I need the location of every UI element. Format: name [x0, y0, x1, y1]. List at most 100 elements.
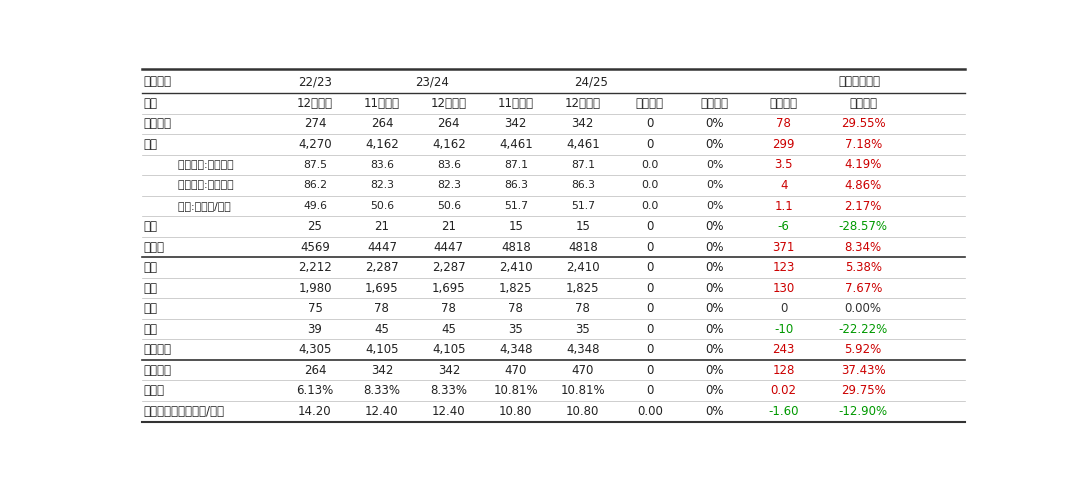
- Text: 15: 15: [576, 220, 591, 233]
- Text: 0%: 0%: [705, 220, 724, 233]
- Text: 12.40: 12.40: [432, 405, 465, 418]
- Text: 单位：百万蒲: 单位：百万蒲: [838, 76, 880, 89]
- Text: 0.0: 0.0: [642, 180, 659, 190]
- Text: 0%: 0%: [705, 138, 724, 151]
- Text: 总供给: 总供给: [144, 241, 164, 254]
- Text: 0: 0: [646, 364, 653, 377]
- Text: 10.80: 10.80: [499, 405, 532, 418]
- Text: 78: 78: [777, 118, 792, 131]
- Text: 0: 0: [646, 343, 653, 356]
- Text: 12月预估: 12月预估: [297, 97, 333, 110]
- Text: 342: 342: [571, 118, 594, 131]
- Text: 37.43%: 37.43%: [841, 364, 886, 377]
- Text: 4,105: 4,105: [365, 343, 399, 356]
- Text: 0%: 0%: [705, 118, 724, 131]
- Text: 10.81%: 10.81%: [494, 384, 538, 397]
- Text: 21: 21: [375, 220, 390, 233]
- Text: 0.00: 0.00: [637, 405, 663, 418]
- Text: 0%: 0%: [705, 405, 724, 418]
- Text: 1,825: 1,825: [566, 281, 599, 295]
- Text: 4: 4: [780, 179, 787, 192]
- Text: 87.1: 87.1: [504, 160, 528, 170]
- Text: 0%: 0%: [705, 384, 724, 397]
- Text: 0%: 0%: [706, 160, 724, 170]
- Text: 128: 128: [772, 364, 795, 377]
- Text: 时间: 时间: [144, 97, 158, 110]
- Text: 0: 0: [646, 241, 653, 254]
- Text: 4,461: 4,461: [499, 138, 532, 151]
- Text: 83.6: 83.6: [370, 160, 394, 170]
- Text: 470: 470: [504, 364, 527, 377]
- Text: 6.13%: 6.13%: [296, 384, 334, 397]
- Text: 5.38%: 5.38%: [845, 261, 881, 274]
- Text: 0: 0: [646, 261, 653, 274]
- Text: 0%: 0%: [705, 343, 724, 356]
- Text: 25: 25: [308, 220, 323, 233]
- Text: 产量: 产量: [144, 138, 158, 151]
- Text: 35: 35: [576, 322, 590, 335]
- Text: 8.33%: 8.33%: [363, 384, 401, 397]
- Text: 87.1: 87.1: [571, 160, 595, 170]
- Text: 14.20: 14.20: [298, 405, 332, 418]
- Text: 11月预估: 11月预估: [364, 97, 400, 110]
- Text: 371: 371: [772, 241, 795, 254]
- Text: 264: 264: [370, 118, 393, 131]
- Text: 1,825: 1,825: [499, 281, 532, 295]
- Text: -28.57%: -28.57%: [839, 220, 888, 233]
- Text: 87.5: 87.5: [303, 160, 327, 170]
- Text: 4,270: 4,270: [298, 138, 332, 151]
- Text: 264: 264: [303, 364, 326, 377]
- Text: 78: 78: [442, 302, 457, 315]
- Text: 0%: 0%: [705, 261, 724, 274]
- Text: 50.6: 50.6: [436, 201, 461, 211]
- Text: 0: 0: [646, 138, 653, 151]
- Text: 期初库存: 期初库存: [144, 118, 172, 131]
- Text: 4447: 4447: [434, 241, 464, 254]
- Text: 进口: 进口: [144, 220, 158, 233]
- Text: 同比增幅: 同比增幅: [849, 97, 877, 110]
- Text: 130: 130: [772, 281, 795, 295]
- Text: 0%: 0%: [705, 281, 724, 295]
- Text: 39: 39: [308, 322, 323, 335]
- Text: 7.18%: 7.18%: [845, 138, 881, 151]
- Text: 10.81%: 10.81%: [561, 384, 605, 397]
- Text: -6: -6: [778, 220, 789, 233]
- Text: -12.90%: -12.90%: [839, 405, 888, 418]
- Text: 29.55%: 29.55%: [841, 118, 886, 131]
- Text: 86.3: 86.3: [571, 180, 595, 190]
- Text: 299: 299: [772, 138, 795, 151]
- Text: 1.1: 1.1: [774, 200, 793, 213]
- Text: 2,410: 2,410: [499, 261, 532, 274]
- Text: 0.00%: 0.00%: [845, 302, 881, 315]
- Text: 45: 45: [375, 322, 390, 335]
- Text: 收割面积:百万英亩: 收割面积:百万英亩: [164, 180, 234, 190]
- Text: 8.33%: 8.33%: [430, 384, 468, 397]
- Text: 12.40: 12.40: [365, 405, 399, 418]
- Text: 0: 0: [646, 220, 653, 233]
- Text: -10: -10: [774, 322, 794, 335]
- Text: 0: 0: [646, 118, 653, 131]
- Text: 残值: 残值: [144, 322, 158, 335]
- Text: 82.3: 82.3: [437, 180, 461, 190]
- Text: 单产:蒲式耳/英亩: 单产:蒲式耳/英亩: [164, 201, 231, 211]
- Text: 平均农场价格（美元/蒲）: 平均农场价格（美元/蒲）: [144, 405, 225, 418]
- Text: 22/23: 22/23: [298, 76, 332, 89]
- Text: 15: 15: [509, 220, 524, 233]
- Text: 4,461: 4,461: [566, 138, 599, 151]
- Text: 24/25: 24/25: [575, 76, 608, 89]
- Text: 274: 274: [303, 118, 326, 131]
- Text: 4.19%: 4.19%: [845, 159, 882, 172]
- Text: 同比增量: 同比增量: [770, 97, 798, 110]
- Text: 470: 470: [571, 364, 594, 377]
- Text: 342: 342: [370, 364, 393, 377]
- Text: 4,162: 4,162: [365, 138, 399, 151]
- Text: 4818: 4818: [501, 241, 530, 254]
- Text: 7.67%: 7.67%: [845, 281, 882, 295]
- Text: 0.02: 0.02: [771, 384, 797, 397]
- Text: 0%: 0%: [706, 180, 724, 190]
- Text: -22.22%: -22.22%: [838, 322, 888, 335]
- Text: 50.6: 50.6: [369, 201, 394, 211]
- Text: 播种面积:百万英亩: 播种面积:百万英亩: [164, 160, 234, 170]
- Text: 4.86%: 4.86%: [845, 179, 881, 192]
- Text: 243: 243: [772, 343, 795, 356]
